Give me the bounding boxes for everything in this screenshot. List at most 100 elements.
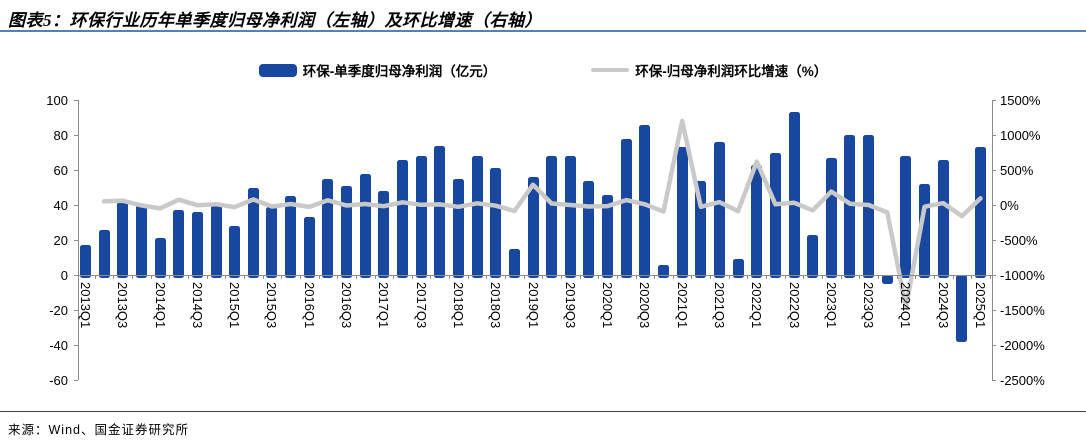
x-axis-tick	[859, 275, 861, 279]
x-axis-label: 2015Q3	[264, 282, 280, 329]
x-axis-tick	[598, 275, 600, 279]
left-axis-tick	[74, 240, 78, 241]
left-axis-tick	[74, 275, 78, 276]
x-axis-tick	[113, 275, 115, 279]
x-axis-tick	[542, 275, 544, 279]
x-axis-tick	[430, 275, 432, 279]
x-axis-tick	[132, 275, 134, 279]
bar	[769, 152, 781, 278]
figure-title: 图表5：环保行业历年单季度归母净利润（左轴）及环比增速（右轴）	[8, 11, 542, 30]
left-axis-tick-label: 100	[46, 92, 68, 108]
bar	[900, 156, 912, 278]
x-axis-label: 2021Q1	[674, 282, 690, 329]
right-axis-tick	[992, 240, 996, 241]
bar	[471, 156, 483, 278]
bar	[396, 159, 408, 278]
footer-divider	[0, 411, 1086, 412]
left-axis-tick	[74, 345, 78, 346]
x-axis-tick	[971, 275, 973, 279]
x-axis-tick	[374, 275, 376, 279]
x-axis-tick	[243, 275, 245, 279]
bar	[676, 147, 688, 278]
legend-bar-label: 环保-单季度归母净利润（亿元）	[302, 64, 497, 79]
right-axis-tick-label: 0%	[1000, 197, 1019, 213]
x-axis-label: 2025Q1	[973, 282, 988, 329]
x-axis-tick	[579, 275, 581, 279]
x-axis-tick	[337, 275, 339, 279]
right-axis-tick-label: 500%	[1000, 162, 1034, 178]
x-axis-tick	[952, 275, 954, 279]
x-axis-label: 2016Q1	[301, 282, 317, 329]
growth-line-plot	[101, 118, 983, 310]
x-axis-tick	[262, 275, 264, 279]
left-axis-tick	[74, 100, 78, 101]
x-axis-tick	[355, 275, 357, 279]
bar	[210, 205, 222, 278]
bar	[527, 177, 539, 278]
bar	[937, 159, 949, 278]
bar	[135, 205, 147, 278]
x-axis-tick	[747, 275, 749, 279]
x-axis-label: 2023Q1	[823, 282, 839, 329]
x-axis-tick	[94, 275, 96, 279]
x-axis-label: 2018Q3	[488, 282, 504, 329]
right-axis-tick-label: 1000%	[1000, 127, 1041, 143]
x-axis-label: 2014Q3	[189, 282, 205, 329]
right-axis-tick	[992, 380, 996, 381]
x-axis-label: 2019Q3	[562, 282, 578, 329]
right-axis-tick	[992, 275, 996, 276]
x-axis-label: 2017Q3	[413, 282, 429, 329]
x-axis-label: 2020Q3	[637, 282, 653, 329]
bar	[490, 168, 502, 278]
bar	[564, 156, 576, 278]
left-axis-line	[78, 100, 79, 380]
x-axis-tick	[467, 275, 469, 279]
x-axis-tick	[206, 275, 208, 279]
x-axis-tick	[411, 275, 413, 279]
x-axis-tick	[318, 275, 320, 279]
title-divider	[0, 30, 1086, 32]
left-axis-tick-label: 60	[53, 162, 68, 178]
right-axis-tick	[992, 310, 996, 311]
right-axis-tick-label: -2500%	[1000, 372, 1045, 388]
legend-line-label: 环保-归母净利润环比增速（%）	[635, 64, 828, 79]
x-axis-tick	[784, 275, 786, 279]
bar	[285, 196, 297, 278]
left-axis-tick-label: -60	[49, 372, 68, 388]
right-axis-tick-label: -1500%	[1000, 302, 1045, 318]
line-series-swatch	[591, 68, 630, 72]
x-axis-tick	[560, 275, 562, 279]
right-axis-tick-label: 1500%	[1000, 92, 1041, 108]
bar	[546, 156, 558, 278]
x-axis-label: 2013Q3	[115, 282, 131, 329]
left-axis-tick-label: -20	[49, 302, 68, 318]
legend-item-bar-series: 环保-单季度归母净利润（亿元）	[258, 60, 497, 80]
left-axis-tick	[74, 135, 78, 136]
x-axis-label: 2023Q3	[861, 282, 877, 329]
x-axis-tick	[803, 275, 805, 279]
bar	[359, 173, 371, 278]
bar	[881, 275, 893, 284]
x-axis-line	[78, 275, 992, 277]
x-axis-tick	[877, 275, 879, 279]
x-axis-tick	[989, 275, 991, 279]
x-axis-label: 2024Q3	[935, 282, 951, 329]
x-axis-tick	[299, 275, 301, 279]
x-axis-label: 2014Q1	[152, 282, 168, 329]
bar	[620, 138, 632, 278]
x-axis-tick	[523, 275, 525, 279]
bar	[788, 112, 800, 278]
bar	[956, 275, 968, 342]
x-axis-tick	[505, 275, 507, 279]
bar	[191, 212, 203, 278]
x-axis-tick	[635, 275, 637, 279]
right-axis-tick	[992, 345, 996, 346]
growth-line	[101, 118, 983, 310]
bar	[247, 187, 259, 278]
bar	[807, 234, 819, 278]
bar	[732, 259, 744, 278]
x-axis-label: 2016Q3	[339, 282, 355, 329]
bar	[583, 180, 595, 278]
bar	[117, 201, 129, 278]
